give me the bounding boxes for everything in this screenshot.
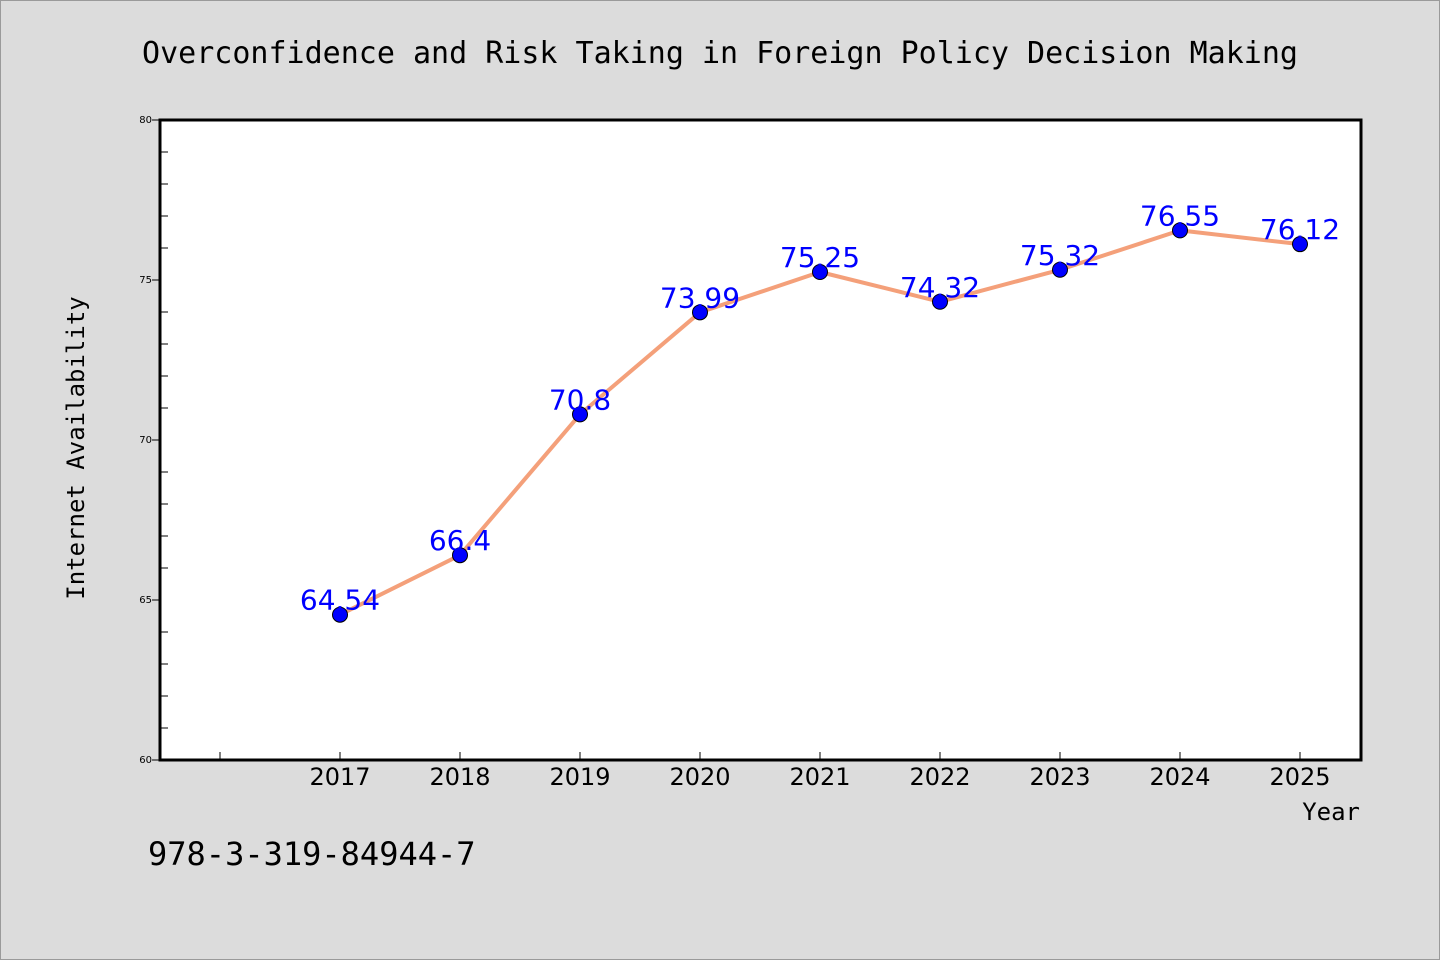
isbn-text: 978-3-319-84944-7 bbox=[148, 835, 476, 873]
chart-title: Overconfidence and Risk Taking in Foreig… bbox=[142, 36, 1298, 71]
data-label: 75.25 bbox=[780, 241, 860, 274]
x-tick-label: 2022 bbox=[909, 763, 970, 791]
data-point bbox=[812, 264, 828, 280]
data-label: 70.8 bbox=[549, 383, 611, 416]
x-tick-label: 2025 bbox=[1269, 763, 1330, 791]
y-tick-label: 60 bbox=[139, 755, 152, 766]
plot-area bbox=[158, 118, 1363, 762]
x-tick-label: 2018 bbox=[429, 763, 490, 791]
data-point bbox=[452, 547, 468, 564]
x-tick-label: 2023 bbox=[1029, 763, 1090, 791]
data-point bbox=[332, 606, 348, 623]
data-point bbox=[1052, 261, 1068, 278]
data-label: 75.32 bbox=[1020, 239, 1100, 272]
x-tick-label: 2017 bbox=[309, 763, 370, 791]
y-tick-label: 65 bbox=[139, 595, 152, 606]
data-label: 66.4 bbox=[429, 524, 491, 557]
x-tick-label: 2021 bbox=[789, 763, 850, 791]
x-tick-label: 2020 bbox=[669, 763, 730, 791]
x-axis-label: Year bbox=[1302, 798, 1360, 826]
data-point bbox=[1292, 236, 1308, 253]
y-tick-label: 70 bbox=[139, 435, 152, 446]
data-point bbox=[572, 406, 588, 423]
data-label: 64.54 bbox=[300, 584, 380, 617]
x-tick-label: 2024 bbox=[1149, 763, 1210, 791]
y-tick-label: 80 bbox=[139, 115, 152, 126]
y-tick-label: 75 bbox=[139, 275, 152, 286]
data-label: 76.55 bbox=[1140, 199, 1220, 232]
data-label: 74.32 bbox=[900, 271, 980, 304]
data-label: 76.12 bbox=[1260, 213, 1340, 246]
x-tick-label: 2019 bbox=[549, 763, 610, 791]
x-axis-ticks: 2017 2018 2019 2020 2021 2022 2023 2024 2025 bbox=[219, 752, 1331, 791]
y-axis-label: Internet Availability bbox=[62, 296, 90, 599]
data-label: 73.99 bbox=[660, 281, 740, 314]
y-axis-ticks: 60 65 70 75 80 bbox=[139, 115, 168, 766]
data-point bbox=[1172, 222, 1188, 239]
series-layer: 64.54 66.4 70.8 73.99 75.25 74.32 75.32 76.55 76… bbox=[300, 199, 1340, 623]
data-point bbox=[692, 304, 708, 321]
data-point bbox=[932, 293, 948, 310]
